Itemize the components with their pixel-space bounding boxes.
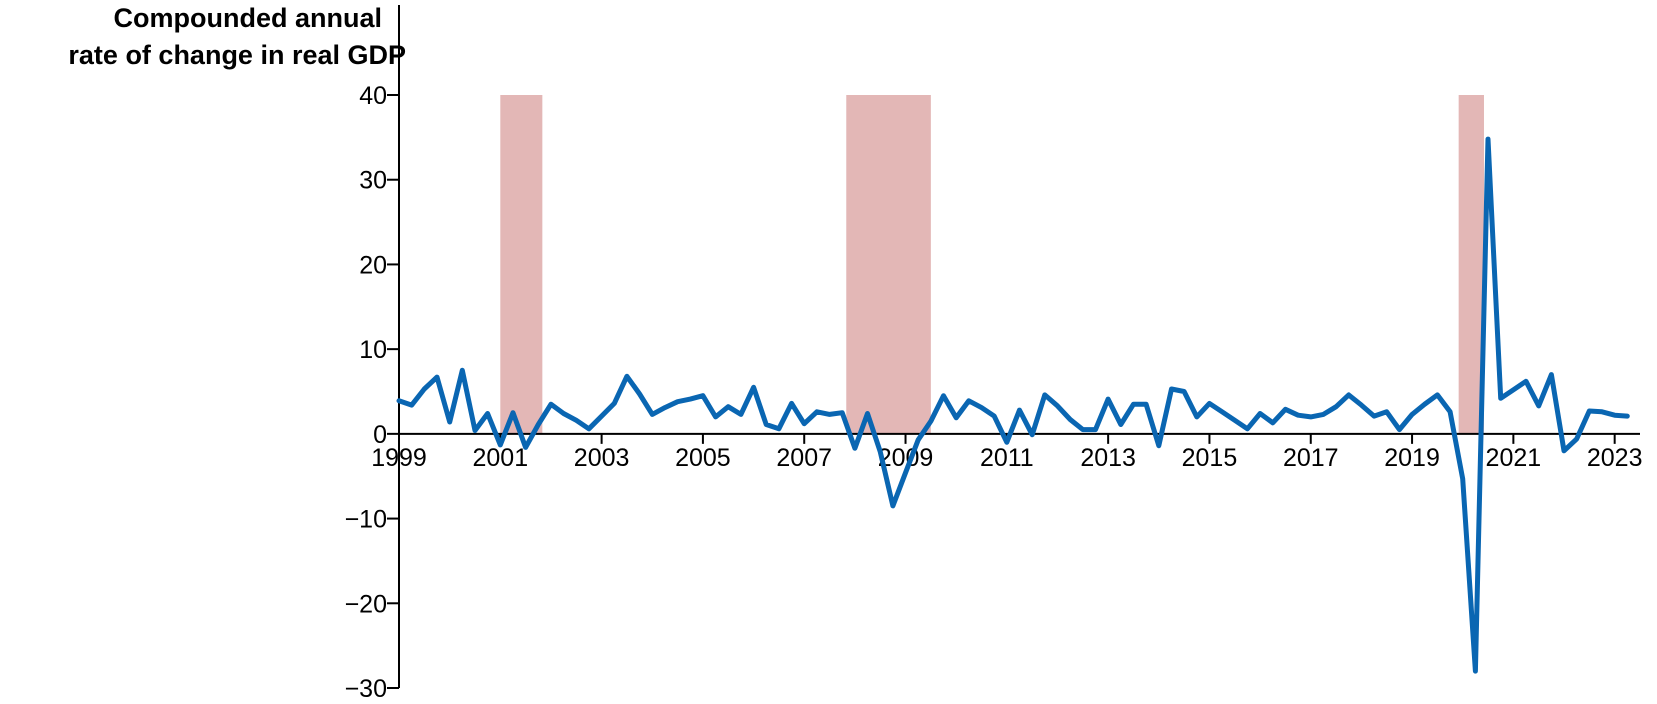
x-tick-label: 1999 [371,444,427,472]
x-tick-label: 2011 [980,444,1034,472]
x-ticks: 1999 2001 2003 2005 2007 2009 2011 2013 2015 2017… [371,433,1643,472]
y-tick-label: 0 [373,421,387,449]
x-tick-label: 2005 [675,444,731,472]
x-tick-label: 2001 [472,444,528,472]
x-tick-label: 2007 [776,444,832,472]
y-axis-label-line-2: rate of change in real GDP [68,40,406,70]
y-tick-label: −20 [345,590,387,618]
recession-band-3 [1458,95,1484,434]
y-tick-label: 40 [359,82,387,110]
y-tick-label: −30 [345,675,387,703]
y-axis-label: Compounded annual rate of change in real… [68,3,406,70]
series-gdp-growth [396,136,1630,674]
x-tick-label: 2015 [1182,444,1238,472]
x-tick-label: 2003 [574,444,630,472]
recession-bands [500,95,1484,434]
y-ticks: 40 30 20 10 0 −10 −20 −30 [345,82,399,703]
x-tick-label: 2013 [1080,444,1136,472]
recession-band-2 [846,95,931,434]
x-tick-label: 2023 [1587,444,1643,472]
y-tick-label: 30 [359,167,387,195]
y-tick-label: 20 [359,251,387,279]
y-tick-label: −10 [345,506,387,534]
x-tick-label: 2021 [1486,444,1542,472]
x-tick-label: 2017 [1283,444,1339,472]
gdp-growth-line [396,136,1630,674]
y-axis-label-line-1: Compounded annual [114,3,382,33]
x-tick-label: 2019 [1384,444,1440,472]
axes [398,5,1640,688]
y-tick-label: 10 [359,336,387,364]
recession-band-1 [500,95,543,434]
